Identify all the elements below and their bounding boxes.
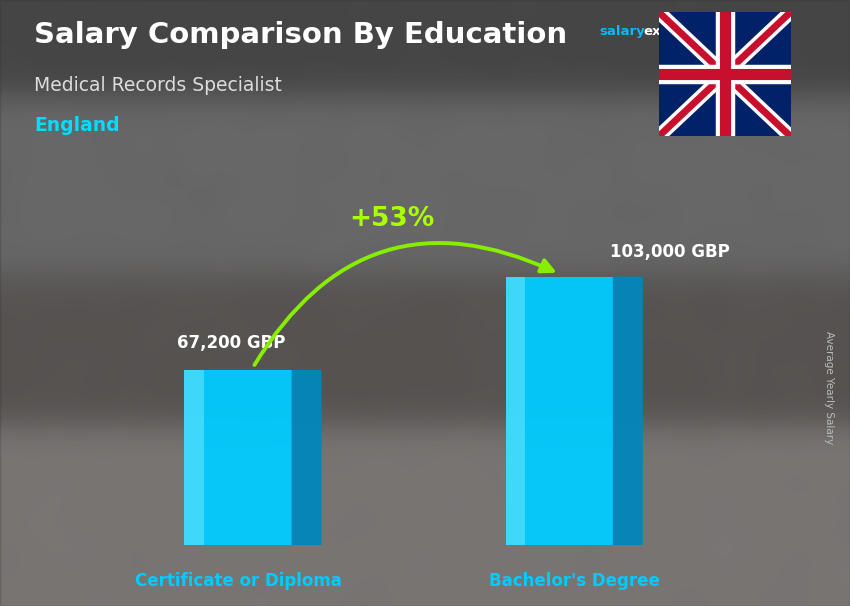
Text: salary: salary — [599, 25, 645, 38]
Text: Salary Comparison By Education: Salary Comparison By Education — [34, 21, 567, 49]
Polygon shape — [613, 276, 643, 545]
Text: Certificate or Diploma: Certificate or Diploma — [134, 571, 342, 590]
Polygon shape — [506, 276, 525, 545]
Text: Bachelor's Degree: Bachelor's Degree — [489, 571, 660, 590]
Text: Medical Records Specialist: Medical Records Specialist — [34, 76, 282, 95]
Text: +53%: +53% — [349, 206, 434, 232]
FancyArrowPatch shape — [254, 243, 552, 365]
Text: .com: .com — [700, 25, 736, 38]
Text: Average Yearly Salary: Average Yearly Salary — [824, 331, 834, 444]
Text: England: England — [34, 116, 120, 135]
Text: 67,200 GBP: 67,200 GBP — [177, 334, 285, 351]
Text: explorer: explorer — [643, 25, 706, 38]
Text: 103,000 GBP: 103,000 GBP — [610, 243, 730, 261]
Polygon shape — [184, 370, 204, 545]
Polygon shape — [506, 276, 613, 545]
Polygon shape — [292, 370, 321, 545]
Polygon shape — [184, 370, 292, 545]
